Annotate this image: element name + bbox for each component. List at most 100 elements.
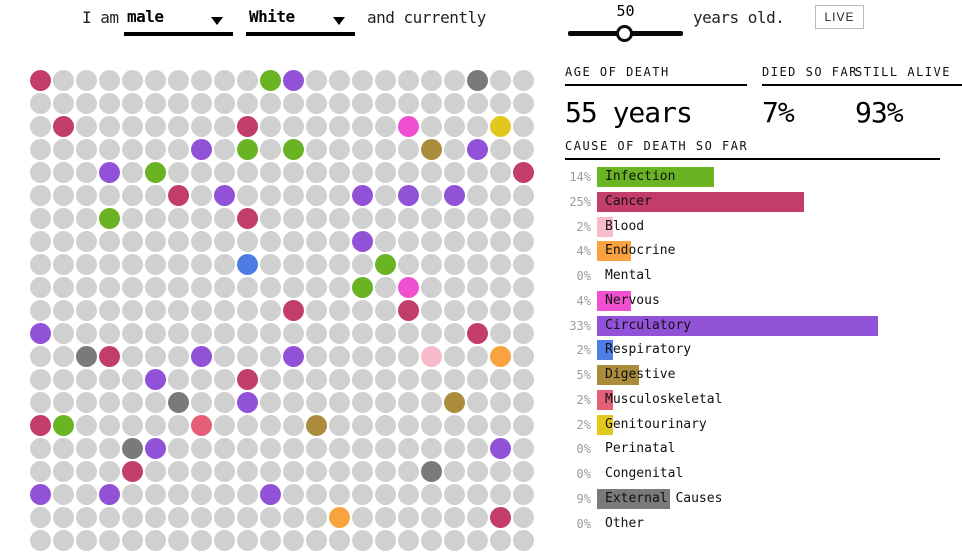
- person-dot: [398, 70, 419, 91]
- person-dot: [30, 185, 51, 206]
- grid-cell: [259, 115, 282, 138]
- person-dot: [122, 208, 143, 229]
- cause-bar: [597, 340, 613, 360]
- grid-cell: [236, 414, 259, 437]
- person-dot-dead: [421, 139, 442, 160]
- grid-cell: [305, 483, 328, 506]
- grid-cell: [305, 253, 328, 276]
- grid-cell: [305, 138, 328, 161]
- person-dot: [444, 438, 465, 459]
- grid-cell: [420, 529, 443, 552]
- person-dot: [329, 438, 350, 459]
- person-dot: [53, 139, 74, 160]
- grid-cell: [98, 207, 121, 230]
- cause-row: 14% Infection: [565, 167, 962, 187]
- grid-cell: [374, 207, 397, 230]
- grid-cell: [282, 299, 305, 322]
- person-dot-dead: [490, 346, 511, 367]
- grid-cell: [213, 483, 236, 506]
- grid-cell: [466, 161, 489, 184]
- grid-cell: [121, 207, 144, 230]
- person-dot: [122, 323, 143, 344]
- person-dot: [237, 484, 258, 505]
- grid-cell: [144, 506, 167, 529]
- grid-cell: [466, 460, 489, 483]
- grid-cell: [328, 184, 351, 207]
- person-dot: [99, 507, 120, 528]
- grid-cell: [236, 115, 259, 138]
- grid-cell: [75, 414, 98, 437]
- person-dot: [513, 323, 534, 344]
- grid-cell: [397, 276, 420, 299]
- grid-cell: [466, 138, 489, 161]
- person-dot: [99, 139, 120, 160]
- cause-label: External Causes: [605, 491, 723, 506]
- person-dot: [191, 484, 212, 505]
- person-dot-dead: [352, 277, 373, 298]
- person-dot: [306, 254, 327, 275]
- person-dot: [214, 438, 235, 459]
- age-slider[interactable]: 50: [568, 0, 683, 46]
- person-dot: [490, 162, 511, 183]
- person-dot: [53, 208, 74, 229]
- grid-cell: [29, 483, 52, 506]
- person-dot: [421, 530, 442, 551]
- grid-cell: [351, 276, 374, 299]
- grid-cell: [374, 460, 397, 483]
- person-dot: [30, 507, 51, 528]
- person-dot: [352, 369, 373, 390]
- person-dot-dead: [122, 461, 143, 482]
- race-dropdown[interactable]: White: [246, 4, 355, 36]
- grid-cell: [167, 483, 190, 506]
- grid-cell: [75, 207, 98, 230]
- person-dot: [76, 254, 97, 275]
- grid-cell: [236, 391, 259, 414]
- person-dot: [260, 254, 281, 275]
- person-dot: [168, 116, 189, 137]
- gender-dropdown[interactable]: male: [124, 4, 233, 36]
- slider-handle[interactable]: [616, 25, 633, 42]
- grid-cell: [75, 276, 98, 299]
- grid-cell: [305, 299, 328, 322]
- grid-cell: [144, 529, 167, 552]
- grid-cell: [52, 230, 75, 253]
- live-button[interactable]: LIVE: [815, 5, 864, 29]
- person-dot: [99, 369, 120, 390]
- person-dot: [513, 346, 534, 367]
- grid-cell: [512, 207, 535, 230]
- grid-cell: [236, 460, 259, 483]
- person-dot: [490, 484, 511, 505]
- person-dot: [76, 70, 97, 91]
- person-dot-dead: [30, 415, 51, 436]
- person-dot: [237, 461, 258, 482]
- grid-cell: [29, 322, 52, 345]
- grid-cell: [443, 276, 466, 299]
- grid-cell: [259, 253, 282, 276]
- grid-cell: [75, 506, 98, 529]
- person-dot-dead: [283, 300, 304, 321]
- grid-cell: [98, 184, 121, 207]
- person-dot-dead: [168, 392, 189, 413]
- grid-cell: [190, 529, 213, 552]
- grid-cell: [351, 414, 374, 437]
- person-dot: [329, 346, 350, 367]
- grid-cell: [52, 322, 75, 345]
- person-dot: [513, 530, 534, 551]
- grid-cell: [29, 184, 52, 207]
- person-dot: [283, 116, 304, 137]
- grid-cell: [420, 322, 443, 345]
- cause-label: Congenital: [605, 466, 684, 481]
- person-dot: [490, 461, 511, 482]
- grid-cell: [512, 184, 535, 207]
- grid-cell: [259, 69, 282, 92]
- grid-cell: [98, 506, 121, 529]
- grid-cell: [374, 253, 397, 276]
- person-dot: [191, 438, 212, 459]
- person-dot: [168, 369, 189, 390]
- grid-cell: [167, 115, 190, 138]
- person-dot: [122, 185, 143, 206]
- grid-cell: [259, 368, 282, 391]
- grid-cell: [420, 483, 443, 506]
- person-dot: [76, 415, 97, 436]
- person-dot: [375, 116, 396, 137]
